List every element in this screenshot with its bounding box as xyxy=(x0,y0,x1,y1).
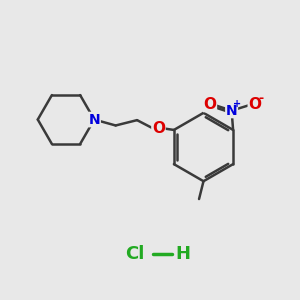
Text: -: - xyxy=(259,92,264,105)
Text: N: N xyxy=(88,112,100,127)
Text: +: + xyxy=(232,99,241,109)
Text: O: O xyxy=(152,121,165,136)
Text: Cl: Cl xyxy=(125,245,145,263)
Text: N: N xyxy=(226,103,237,118)
Text: O: O xyxy=(203,97,216,112)
Text: O: O xyxy=(248,97,261,112)
Text: N: N xyxy=(88,112,100,127)
Text: H: H xyxy=(175,245,190,263)
